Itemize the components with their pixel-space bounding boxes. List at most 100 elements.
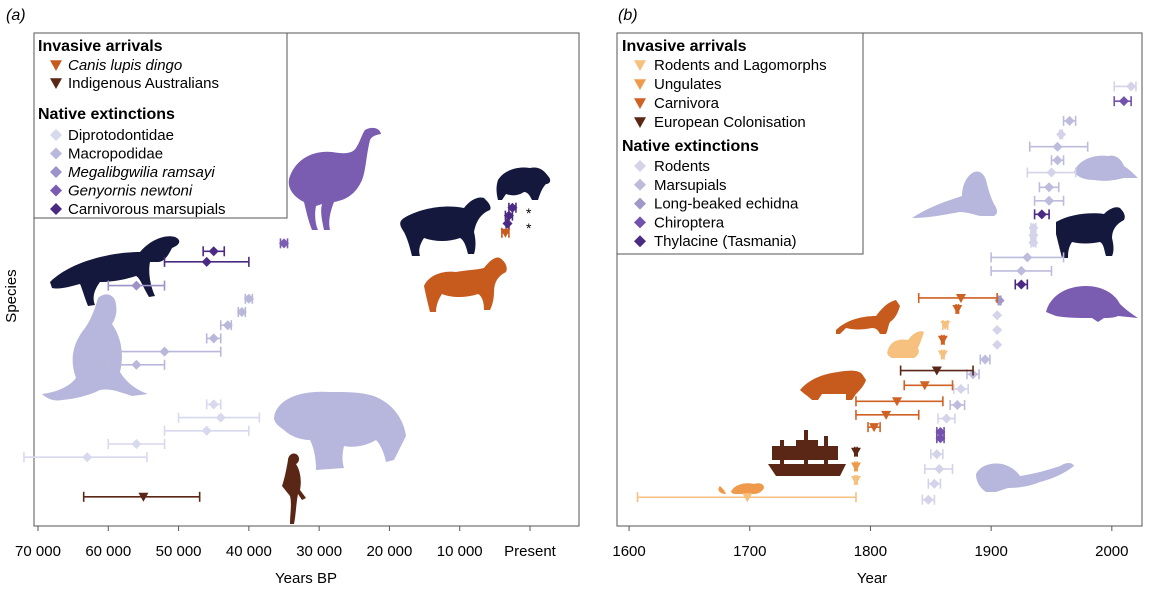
triangle-marker	[892, 397, 902, 407]
legend-entry: Thylacine (Tasmania)	[634, 233, 797, 250]
x-tick-label: 20 000	[366, 543, 412, 560]
panel-b: (b) Year 1600 1700 1800 1900 2000 Invasive a…	[612, 7, 1143, 587]
data-point	[855, 409, 920, 420]
data-point	[990, 252, 1065, 263]
data-point	[1014, 279, 1029, 290]
diamond-marker	[503, 210, 514, 221]
legend-label: European Colonisation	[654, 114, 806, 131]
legend-label: Diprotodontidae	[68, 127, 174, 144]
diamond-marker	[201, 425, 212, 436]
legend-label: Carnivora	[654, 95, 720, 112]
x-tick-label: 1700	[733, 543, 766, 560]
legend-triangle-marker	[50, 78, 62, 89]
legend-triangle-marker	[634, 98, 646, 109]
legend-label: Chiroptera	[654, 214, 725, 231]
data-point	[500, 227, 511, 238]
diamond-marker	[935, 427, 946, 438]
data-point	[917, 292, 998, 303]
triangle-marker	[138, 492, 149, 502]
diamond-marker	[1016, 279, 1027, 290]
diamond-marker	[131, 439, 142, 449]
panel-a-label: (a)	[6, 7, 26, 24]
data-point	[23, 452, 148, 463]
diamond-marker	[236, 307, 247, 317]
diamond-marker	[992, 310, 1003, 321]
data-point	[850, 446, 861, 457]
diamond-marker	[1052, 155, 1063, 166]
kangaroo-silhouette-b	[912, 171, 997, 218]
data-point	[1028, 222, 1039, 233]
diamond-marker	[992, 339, 1003, 350]
dingo-silhouette	[424, 257, 507, 312]
diamond-marker	[1044, 182, 1055, 193]
thylacine-silhouette-b	[1056, 207, 1125, 258]
triangle-marker	[931, 366, 942, 376]
diamond-marker	[82, 452, 93, 463]
genyornis-silhouette	[288, 127, 381, 230]
diamond-marker	[1064, 115, 1075, 126]
diamond-marker	[1126, 81, 1137, 92]
legend-entry: Carnivora	[634, 95, 720, 112]
data-point	[1113, 96, 1132, 107]
panel-b-x-axis-label: Year	[857, 570, 887, 587]
diamond-marker	[502, 218, 513, 229]
data-point	[1113, 81, 1137, 92]
legend-entry: Long-beaked echidna	[634, 196, 799, 213]
data-point	[992, 324, 1003, 335]
legend-triangle-marker	[634, 60, 646, 71]
triangle-marker	[937, 350, 948, 360]
legend-triangle-marker	[50, 60, 62, 71]
data-point	[1033, 195, 1065, 206]
data-point	[994, 295, 1005, 306]
data-point	[636, 492, 857, 503]
legend-triangle-marker	[634, 79, 646, 90]
diamond-marker	[507, 202, 518, 213]
legend-diamond-marker	[50, 184, 62, 197]
legend-b-invasive-entries: Rodents and Lagomorphs Ungulates Carnivora…	[634, 57, 827, 131]
data-point	[927, 478, 942, 489]
data-point	[279, 238, 289, 249]
x-tick-label: 1900	[974, 543, 1007, 560]
triangle-marker	[850, 462, 861, 472]
legend-label: Ungulates	[654, 76, 722, 93]
hopping-mouse-silhouette	[976, 463, 1074, 492]
diamond-marker	[929, 478, 940, 489]
panel-b-data	[636, 81, 1137, 505]
legend-diamond-marker	[634, 216, 646, 229]
diamond-marker	[994, 295, 1005, 306]
data-point	[1062, 115, 1077, 126]
x-tick-label: Present	[504, 543, 557, 560]
diamond-marker	[980, 354, 991, 365]
diamond-marker	[952, 399, 963, 410]
x-tick-label: 30 000	[296, 543, 342, 560]
legend-entry: Carnivorous marsupials	[50, 201, 226, 218]
legend-label: Rodents	[654, 158, 710, 175]
indigenous-figure-silhouette	[282, 453, 306, 524]
data-point	[952, 384, 970, 394]
kangaroo-silhouette	[42, 294, 148, 401]
data-point	[899, 365, 974, 376]
data-point	[107, 280, 166, 291]
annotation-asterisk-2: *	[526, 220, 532, 236]
diamond-marker	[208, 333, 219, 344]
data-point	[107, 359, 166, 370]
panel-a-x-ticks: 70 000 60 000 50 000 40 000 30 000 20 000 10 0…	[15, 526, 557, 560]
legend-diamond-marker	[50, 203, 62, 215]
legend-label: Marsupials	[654, 177, 727, 194]
legend-b-heading-invasive: Invasive arrivals	[622, 38, 747, 55]
legend-a-native-entries: Diprotodontidae MacropodidaeMegalibgwilia…	[50, 127, 226, 218]
panel-b-frame	[616, 32, 1143, 527]
diamond-marker	[1028, 222, 1039, 233]
legend-label: Canis lupis dingo	[68, 57, 182, 74]
data-point	[502, 218, 513, 229]
legend-b-heading-native: Native extinctions	[622, 138, 759, 155]
triangle-marker	[742, 493, 753, 503]
legend-entry: Megalibgwilia ramsayi	[50, 164, 215, 181]
legend-label: Genyornis newtoni	[68, 183, 193, 200]
legend-label: Megalibgwilia ramsayi	[68, 164, 215, 181]
diamond-marker	[1016, 265, 1027, 276]
legend-label: Carnivorous marsupials	[68, 201, 226, 218]
data-point	[935, 427, 946, 438]
diamond-marker	[243, 293, 254, 304]
